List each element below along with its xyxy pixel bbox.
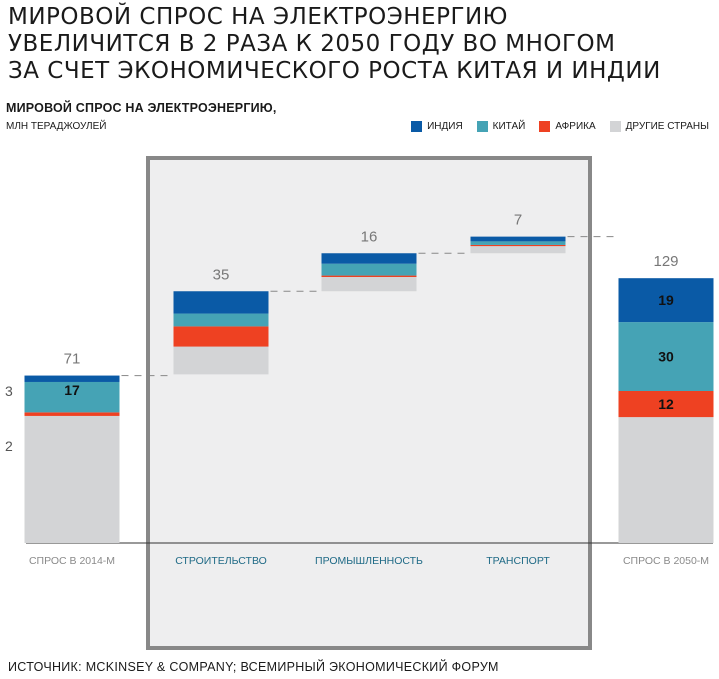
headline-line-1: МИРОВОЙ СПРОС НА ЭЛЕКТРОЭНЕРГИЮ — [8, 4, 509, 30]
bar-total-label-0: 71 — [64, 351, 81, 368]
bar-segment-0-india — [24, 375, 120, 382]
bar-segment-4-india — [618, 278, 714, 323]
segment-value-label-0-china: 17 — [64, 382, 80, 398]
legend-label-china: КИТАЙ — [492, 121, 526, 132]
legend-item-other: ДРУГИЕ СТРАНЫ — [609, 121, 709, 132]
category-label-3: ТРАНСПОРТ — [486, 555, 550, 567]
category-label-1: СТРОИТЕЛЬСТВО — [175, 555, 267, 567]
bar-segment-1-other — [173, 346, 269, 375]
y-tick-label-3: 3 — [5, 383, 13, 399]
bar-segment-2-china — [321, 263, 417, 276]
headline-line-2: УВЕЛИЧИТСЯ В 2 РАЗА К 2050 ГОДУ ВО МНОГО… — [8, 31, 616, 57]
bar-total-label-2: 16 — [361, 228, 378, 245]
legend-item-india: ИНДИЯ — [411, 121, 463, 132]
category-label-0: СПРОС В 2014-М — [29, 555, 115, 567]
bar-segment-0-africa — [24, 412, 120, 416]
bar-segment-4-china — [618, 322, 714, 391]
chart-subtitle: МИРОВОЙ СПРОС НА ЭЛЕКТРОЭНЕРГИЮ, — [6, 101, 277, 115]
bar-total-label-1: 35 — [213, 266, 230, 283]
bar-segment-1-india — [173, 291, 269, 314]
legend-swatch-india — [411, 121, 423, 132]
bar-segment-2-india — [321, 253, 417, 264]
category-label-2: ПРОМЫШЛЕННОСТЬ — [315, 555, 423, 567]
bar-segment-0-other — [24, 415, 120, 543]
legend-label-other: ДРУГИЕ СТРАНЫ — [625, 121, 709, 132]
chart-units: МЛН ТЕРАДЖОУЛЕЙ — [6, 121, 107, 132]
bar-total-label-4: 129 — [653, 253, 678, 270]
y-tick-label-2: 2 — [5, 438, 13, 454]
bar-segment-1-africa — [173, 326, 269, 347]
bar-total-label-3: 7 — [514, 212, 522, 229]
bar-segment-2-other — [321, 277, 417, 292]
headline: МИРОВОЙ СПРОС НА ЭЛЕКТРОЭНЕРГИЮ УВЕЛИЧИТ… — [8, 4, 713, 85]
bar-segment-2-africa — [321, 275, 417, 277]
legend-label-africa: АФРИКА — [555, 121, 596, 132]
legend: ИНДИЯ КИТАЙ АФРИКА ДРУГИЕ СТРАНЫ — [411, 121, 709, 132]
bar-segment-3-africa — [470, 244, 566, 247]
legend-swatch-africa — [539, 121, 551, 132]
category-label-4: СПРОС В 2050-М — [623, 555, 709, 567]
legend-label-india: ИНДИЯ — [427, 121, 463, 132]
bar-segment-3-china — [470, 241, 566, 245]
bar-segment-1-china — [173, 313, 269, 327]
legend-item-africa: АФРИКА — [539, 121, 596, 132]
legend-swatch-other — [609, 121, 621, 132]
bar-segment-3-other — [470, 246, 566, 254]
segment-value-label-4-africa: 12 — [658, 396, 674, 412]
source-note: ИСТОЧНИК: MCKINSEY & COMPANY; ВСЕМИРНЫЙ … — [8, 660, 499, 674]
bar-segment-3-india — [470, 236, 566, 242]
legend-swatch-china — [476, 121, 488, 132]
bar-segment-4-africa — [618, 391, 714, 418]
bar-segment-4-other — [618, 417, 714, 543]
headline-line-3: ЗА СЧЕТ ЭКОНОМИЧЕСКОГО РОСТА КИТАЯ И ИНД… — [8, 58, 661, 84]
legend-item-china: КИТАЙ — [476, 121, 526, 132]
bar-segment-0-china — [24, 381, 120, 413]
segment-value-label-4-china: 30 — [658, 349, 674, 365]
segment-value-label-4-india: 19 — [658, 292, 674, 308]
